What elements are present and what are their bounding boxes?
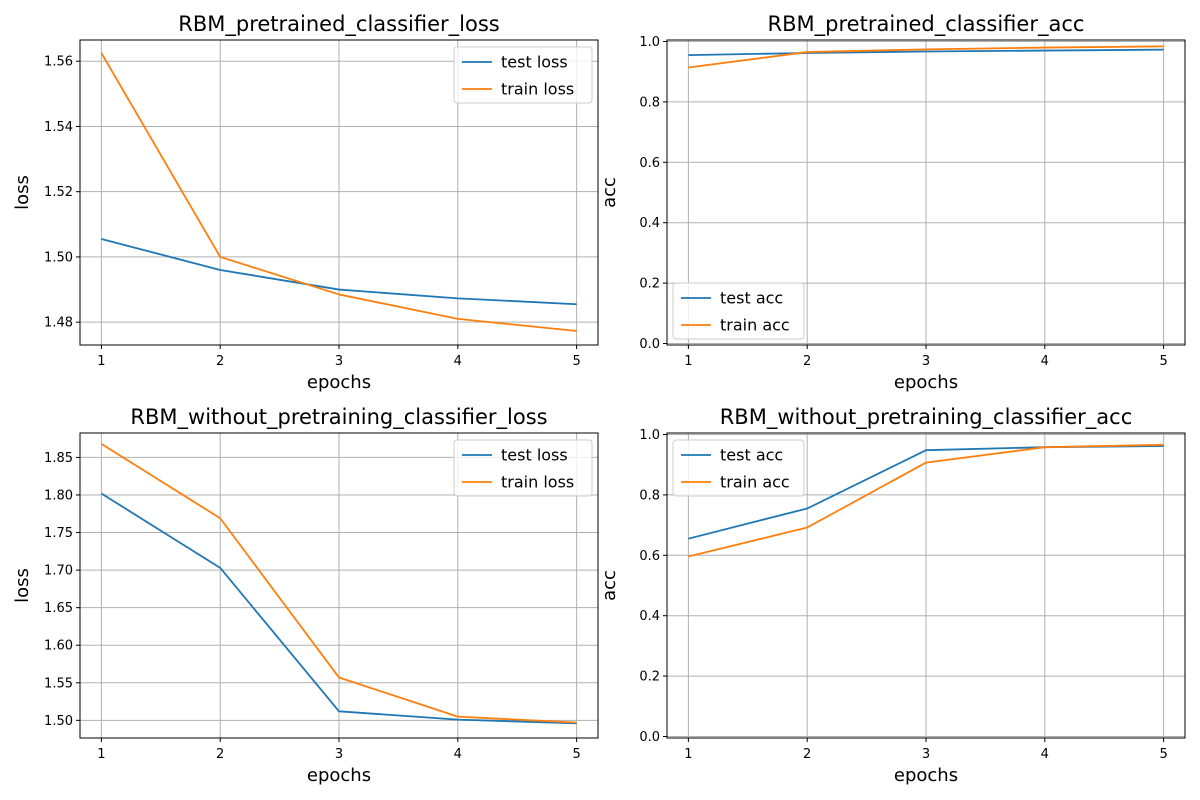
y-tick-label: 1.75 — [44, 526, 73, 541]
y-tick-label: 1.0 — [639, 428, 660, 443]
y-tick-label: 1.60 — [44, 639, 73, 654]
y-tick-label: 0.4 — [639, 216, 660, 231]
subplot-4: 1 2 3 4 5 0.0 0.2 0.4 0.6 0.8 1.0 RBM_without_pretr… — [599, 405, 1186, 786]
x-tick-label: 2 — [803, 747, 811, 762]
x-tick-label: 3 — [335, 747, 343, 762]
x-tick-label: 1 — [684, 354, 692, 369]
series-line-train-acc — [688, 443, 1164, 558]
x-tick-label: 4 — [1041, 354, 1049, 369]
legend-label: train loss — [501, 80, 574, 99]
series-line-train-loss — [100, 443, 577, 724]
plot-frame — [79, 39, 599, 346]
y-axis-label: loss — [12, 175, 33, 210]
x-tick-label: 2 — [803, 354, 811, 369]
x-tick-label: 3 — [922, 354, 930, 369]
y-tick-label: 1.70 — [44, 564, 73, 579]
y-tick-label: 0.6 — [639, 156, 660, 171]
y-tick-label: 1.56 — [44, 55, 73, 70]
y-tick-label: 1.52 — [44, 185, 73, 200]
plot-frame — [79, 432, 599, 739]
x-tick-label: 5 — [572, 354, 580, 369]
legend-label: test acc — [720, 446, 783, 465]
y-axis-label: loss — [12, 568, 33, 603]
x-axis-label: epochs — [307, 765, 371, 786]
series-line-train-acc — [688, 45, 1164, 69]
y-tick-label: 1.48 — [44, 316, 73, 331]
subplot-1: 1 2 3 4 5 1.48 1.50 1.52 1.54 1.56 RBM_pretrained_… — [12, 12, 599, 393]
legend-label: train loss — [501, 473, 574, 492]
y-tick-label: 1.65 — [44, 601, 73, 616]
x-axis-label: epochs — [307, 372, 371, 393]
x-tick-label: 4 — [1041, 747, 1049, 762]
chart-title: RBM_pretrained_classifier_acc — [768, 12, 1085, 37]
y-axis-label: acc — [599, 570, 620, 601]
x-tick-label: 5 — [1159, 747, 1167, 762]
series-line-test-loss — [100, 492, 577, 725]
x-tick-label: 3 — [335, 354, 343, 369]
y-tick-label: 0.4 — [639, 609, 660, 624]
y-tick-label: 0.2 — [639, 277, 660, 292]
legend: test acc train acc — [672, 282, 805, 340]
series-line-test-loss — [101, 238, 577, 306]
x-tick-label: 2 — [216, 747, 224, 762]
x-tick-label: 1 — [684, 747, 692, 762]
y-tick-label: 0.0 — [639, 730, 660, 745]
legend: test acc train acc — [672, 439, 805, 497]
x-tick-label: 2 — [216, 354, 224, 369]
legend-label: test acc — [720, 289, 783, 308]
legend: test loss train loss — [453, 439, 593, 497]
y-tick-label: 1.50 — [44, 714, 73, 729]
subplot-3: 1 2 3 4 5 1.50 1.55 1.60 1.65 1.70 1.75 1.80 1.85 RBM… — [12, 405, 599, 786]
y-tick-label: 0.8 — [639, 95, 660, 110]
x-tick-label: 5 — [572, 747, 580, 762]
series-line-test-acc — [688, 48, 1164, 56]
x-tick-label: 4 — [454, 747, 462, 762]
chart-title: RBM_pretrained_classifier_loss — [178, 12, 499, 37]
y-tick-label: 0.2 — [639, 670, 660, 685]
chart-title: RBM_without_pretraining_classifier_loss — [130, 405, 547, 430]
y-tick-label: 0.0 — [639, 337, 660, 352]
y-tick-label: 1.0 — [639, 35, 660, 50]
y-tick-label: 1.55 — [44, 676, 73, 691]
y-tick-label: 1.54 — [44, 120, 73, 135]
legend: test loss train loss — [453, 46, 593, 104]
x-tick-label: 3 — [922, 747, 930, 762]
x-axis-label: epochs — [894, 372, 958, 393]
y-tick-label: 0.8 — [639, 488, 660, 503]
x-tick-label: 4 — [454, 354, 462, 369]
y-axis-label: acc — [599, 177, 620, 208]
x-axis-label: epochs — [894, 765, 958, 786]
y-tick-label: 1.80 — [44, 488, 73, 503]
legend-label: test loss — [501, 53, 568, 72]
legend-label: train acc — [720, 316, 790, 335]
legend-label: test loss — [501, 446, 568, 465]
chart-title: RBM_without_pretraining_classifier_acc — [720, 405, 1133, 430]
plot-frame — [666, 39, 1186, 346]
x-tick-label: 1 — [97, 354, 105, 369]
subplot-2: 1 2 3 4 5 0.0 0.2 0.4 0.6 0.8 1.0 RBM_pretrained_cl… — [599, 12, 1186, 393]
y-tick-label: 1.85 — [44, 451, 73, 466]
y-tick-label: 1.50 — [44, 250, 73, 265]
y-tick-label: 0.6 — [639, 549, 660, 564]
plot-frame — [666, 432, 1186, 739]
series-line-train-loss — [100, 52, 577, 332]
legend-label: train acc — [720, 473, 790, 492]
x-tick-label: 1 — [97, 747, 105, 762]
x-tick-label: 5 — [1159, 354, 1167, 369]
